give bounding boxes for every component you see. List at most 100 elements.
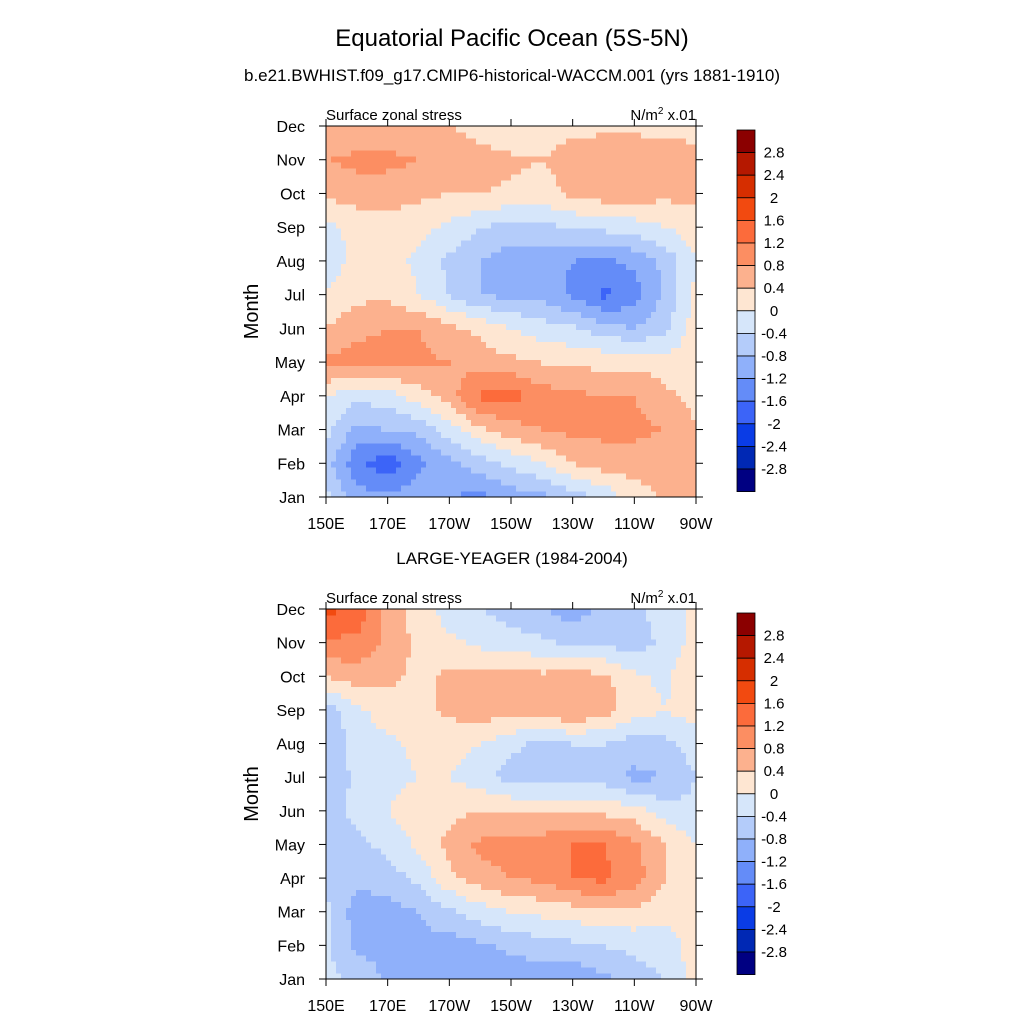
heatmap-cell [376, 191, 382, 199]
heatmap-cell [606, 311, 612, 319]
heatmap-cell [396, 137, 402, 145]
heatmap-cell [526, 287, 532, 295]
heatmap-cell [656, 955, 662, 962]
heatmap-cell [436, 126, 442, 133]
heatmap-cell [371, 155, 377, 163]
heatmap-cell [546, 281, 552, 289]
heatmap-cell [541, 401, 547, 408]
heatmap-cell [656, 329, 662, 337]
heatmap-cell [451, 263, 457, 271]
heatmap-cell [666, 215, 672, 223]
heatmap-cell [606, 293, 612, 301]
heatmap-cell [366, 425, 372, 432]
heatmap-cell [541, 437, 547, 444]
heatmap-cell [601, 395, 607, 402]
heatmap-cell [666, 461, 672, 468]
heatmap-cell [571, 449, 577, 456]
heatmap-cell [566, 203, 572, 211]
heatmap-cell [686, 329, 692, 337]
heatmap-cell [591, 323, 597, 331]
heatmap-cell [326, 383, 332, 390]
heatmap-cell [351, 413, 357, 420]
heatmap-cell [356, 491, 362, 498]
heatmap-cell [396, 365, 402, 372]
heatmap-cell [416, 961, 422, 968]
heatmap-cell [456, 461, 462, 468]
heatmap-cell [336, 185, 342, 193]
heatmap-cell [561, 473, 567, 480]
heatmap-cell [636, 347, 642, 354]
heatmap-cell [466, 143, 472, 151]
heatmap-cell [596, 967, 602, 974]
heatmap-cell [326, 401, 332, 408]
heatmap-cell [391, 973, 397, 980]
heatmap-cell [581, 203, 587, 211]
heatmap-cell [506, 161, 512, 169]
heatmap-cell [556, 485, 562, 492]
heatmap-cell [586, 251, 592, 259]
heatmap-cell [691, 263, 697, 271]
heatmap-cell [606, 257, 612, 265]
heatmap-cell [486, 389, 492, 396]
heatmap-cell [446, 311, 452, 319]
heatmap-cell [326, 365, 332, 372]
heatmap-cell [401, 467, 407, 474]
heatmap-cell [496, 371, 502, 378]
heatmap-cell [646, 473, 652, 480]
heatmap-cell [401, 353, 407, 360]
heatmap-cell [376, 353, 382, 360]
heatmap-cell [581, 197, 587, 205]
heatmap-cell [441, 227, 447, 235]
heatmap-cell [541, 335, 547, 343]
heatmap-cell [611, 209, 617, 217]
heatmap-cell [666, 191, 672, 199]
heatmap-cell [586, 377, 592, 384]
heatmap-cell [476, 491, 482, 498]
heatmap-cell [341, 287, 347, 295]
heatmap-cell [381, 185, 387, 193]
heatmap-cell [556, 185, 562, 193]
heatmap-cell [471, 419, 477, 426]
heatmap-cell [391, 341, 397, 348]
heatmap-cell [681, 323, 687, 331]
heatmap-cell [591, 167, 597, 175]
heatmap-cell [661, 305, 667, 313]
heatmap-cell [636, 155, 642, 163]
heatmap-cell [681, 389, 687, 396]
heatmap-cell [346, 191, 352, 199]
heatmap-cell [381, 389, 387, 396]
heatmap-cell [691, 131, 697, 139]
heatmap-cell [441, 967, 447, 974]
heatmap-cell [606, 437, 612, 444]
heatmap-cell [546, 275, 552, 283]
heatmap-cell [486, 155, 492, 163]
heatmap-cell [451, 455, 457, 462]
heatmap-cell [421, 203, 427, 211]
heatmap-cell [386, 401, 392, 408]
heatmap-cell [496, 455, 502, 462]
heatmap-cell [431, 185, 437, 193]
heatmap-cell [476, 413, 482, 420]
heatmap-cell [596, 973, 602, 980]
heatmap-cell [376, 401, 382, 408]
heatmap-cell [401, 209, 407, 217]
heatmap-cell [546, 179, 552, 187]
heatmap-cell [506, 263, 512, 271]
heatmap-cell [471, 389, 477, 396]
heatmap-cell [371, 961, 377, 968]
heatmap-cell [606, 179, 612, 187]
heatmap-cell [591, 437, 597, 444]
heatmap-cell [381, 179, 387, 187]
heatmap-cell [391, 479, 397, 486]
heatmap-cell [441, 197, 447, 205]
heatmap-cell [596, 323, 602, 331]
heatmap-cell [516, 131, 522, 139]
heatmap-cell [656, 185, 662, 193]
heatmap-cell [536, 227, 542, 235]
heatmap-cell [381, 209, 387, 217]
heatmap-cell [466, 401, 472, 408]
heatmap-cell [326, 317, 332, 325]
heatmap-cell [506, 155, 512, 163]
heatmap-cell [681, 197, 687, 205]
heatmap-cell [596, 365, 602, 372]
